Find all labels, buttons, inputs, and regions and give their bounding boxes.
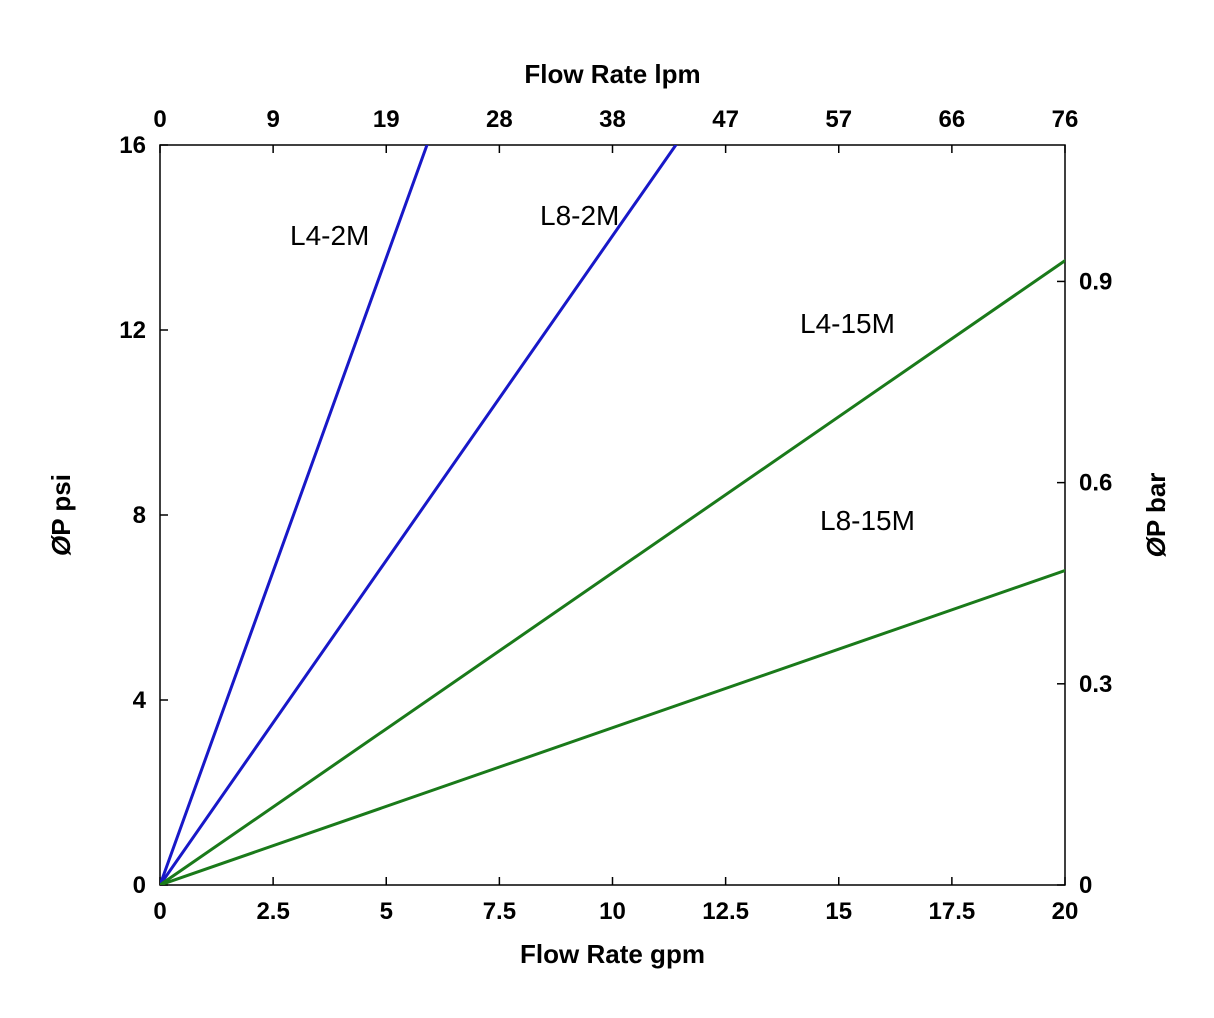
series-line-l8-15m <box>160 571 1065 886</box>
series-label-l8-15m: L8-15M <box>820 505 915 536</box>
y-left-tick-label: 4 <box>133 687 147 714</box>
series-line-l4-2m <box>160 145 427 885</box>
series-line-l4-15m <box>160 261 1065 885</box>
x-bottom-tick-label: 12.5 <box>702 898 749 925</box>
series-label-l4-15m: L4-15M <box>800 308 895 339</box>
series-group <box>160 145 1065 885</box>
x-top-tick-label: 28 <box>486 106 513 133</box>
y-left-tick-label: 0 <box>133 872 146 899</box>
x-bottom-tick-label: 20 <box>1052 898 1079 925</box>
y-left-tick-label: 16 <box>119 132 146 159</box>
plot-border <box>160 145 1065 885</box>
x-top-tick-label: 76 <box>1052 106 1079 133</box>
x-bottom-tick-label: 7.5 <box>483 898 516 925</box>
x-bottom-tick-label: 17.5 <box>929 898 976 925</box>
x-top-tick-label: 9 <box>266 106 279 133</box>
series-label-l8-2m: L8-2M <box>540 200 619 231</box>
chart-svg: 0 2.5 5 7.5 10 12.5 15 17.5 20 Flow Rate gpm 0 9 19 2… <box>0 0 1214 1018</box>
x-top-tick-label: 0 <box>153 106 166 133</box>
y-right-tick-label: 0.6 <box>1079 470 1112 497</box>
x-top-tick-label: 19 <box>373 106 400 133</box>
y-left-tick-label: 8 <box>133 502 146 529</box>
y-right-title: ØP bar <box>1141 473 1171 558</box>
y-right-tick-label: 0.9 <box>1079 268 1112 295</box>
x-bottom-tick-label: 5 <box>380 898 393 925</box>
x-bottom-tick-label: 10 <box>599 898 626 925</box>
x-top-tick-label: 38 <box>599 106 626 133</box>
y-left-title: ØP psi <box>46 474 76 556</box>
x-top-tick-label: 66 <box>939 106 966 133</box>
series-line-l8-2m <box>160 145 676 885</box>
y-right-tick-label: 0.3 <box>1079 671 1112 698</box>
y-right-tick-label: 0 <box>1079 872 1092 899</box>
x-bottom-title: Flow Rate gpm <box>520 939 705 969</box>
x-bottom-tick-label: 15 <box>825 898 852 925</box>
x-bottom-tick-label: 2.5 <box>256 898 289 925</box>
series-label-l4-2m: L4-2M <box>290 220 369 251</box>
y-left-tick-label: 12 <box>119 317 146 344</box>
pressure-flow-chart: 0 2.5 5 7.5 10 12.5 15 17.5 20 Flow Rate gpm 0 9 19 2… <box>0 0 1214 1018</box>
x-top-tick-label: 47 <box>712 106 739 133</box>
x-top-tick-label: 57 <box>825 106 852 133</box>
x-bottom-tick-label: 0 <box>153 898 166 925</box>
x-top-title: Flow Rate lpm <box>524 59 700 89</box>
